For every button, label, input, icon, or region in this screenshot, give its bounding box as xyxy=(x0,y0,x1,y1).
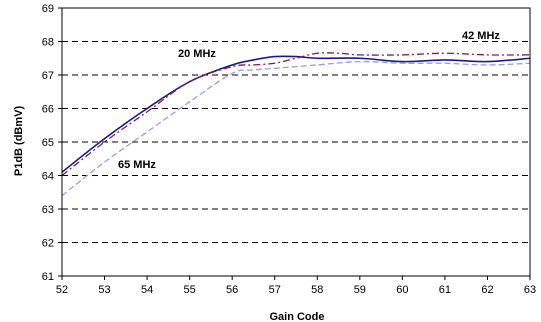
y-tick-label: 63 xyxy=(42,204,54,216)
y-tick-label: 62 xyxy=(42,238,54,250)
y-tick-label: 67 xyxy=(42,70,54,82)
y-axis-title: P1dB (dBmV) xyxy=(13,106,25,177)
y-tick-label: 66 xyxy=(42,104,54,116)
x-tick-label: 63 xyxy=(524,284,536,296)
series-lines xyxy=(61,52,531,197)
annotation-20mhz: 20 MHz xyxy=(178,48,216,60)
axes xyxy=(58,7,531,280)
gridlines xyxy=(62,41,530,243)
x-axis-title: Gain Code xyxy=(269,311,324,322)
series-line-65-mhz xyxy=(61,60,531,197)
y-tick-label: 61 xyxy=(42,271,54,283)
y-tick-label: 65 xyxy=(42,137,54,149)
x-tick-label: 55 xyxy=(184,284,196,296)
x-tick-label: 54 xyxy=(141,284,153,296)
annotation-65mhz: 65 MHz xyxy=(118,159,156,171)
x-tick-label: 52 xyxy=(56,284,68,296)
x-tick-label: 58 xyxy=(311,284,323,296)
y-tick-label: 68 xyxy=(42,37,54,49)
x-tick-label: 62 xyxy=(481,284,493,296)
x-tick-label: 60 xyxy=(396,284,408,296)
x-tick-label: 53 xyxy=(98,284,110,296)
series-line-42-mhz xyxy=(61,52,531,177)
tick-labels: 61 62 63 64 65 66 67 68 69 52 53 54 55 56 57 58 59 60 61 62… xyxy=(42,3,536,296)
x-tick-label: 61 xyxy=(439,284,451,296)
series-line-20-mhz xyxy=(61,55,531,173)
plot-frame xyxy=(61,7,531,277)
y-tick-label: 69 xyxy=(42,3,54,15)
x-tick-label: 56 xyxy=(226,284,238,296)
y-tick-label: 64 xyxy=(42,171,54,183)
x-tick-label: 57 xyxy=(269,284,281,296)
x-tick-label: 59 xyxy=(354,284,366,296)
annotation-42mhz: 42 MHz xyxy=(462,30,500,42)
